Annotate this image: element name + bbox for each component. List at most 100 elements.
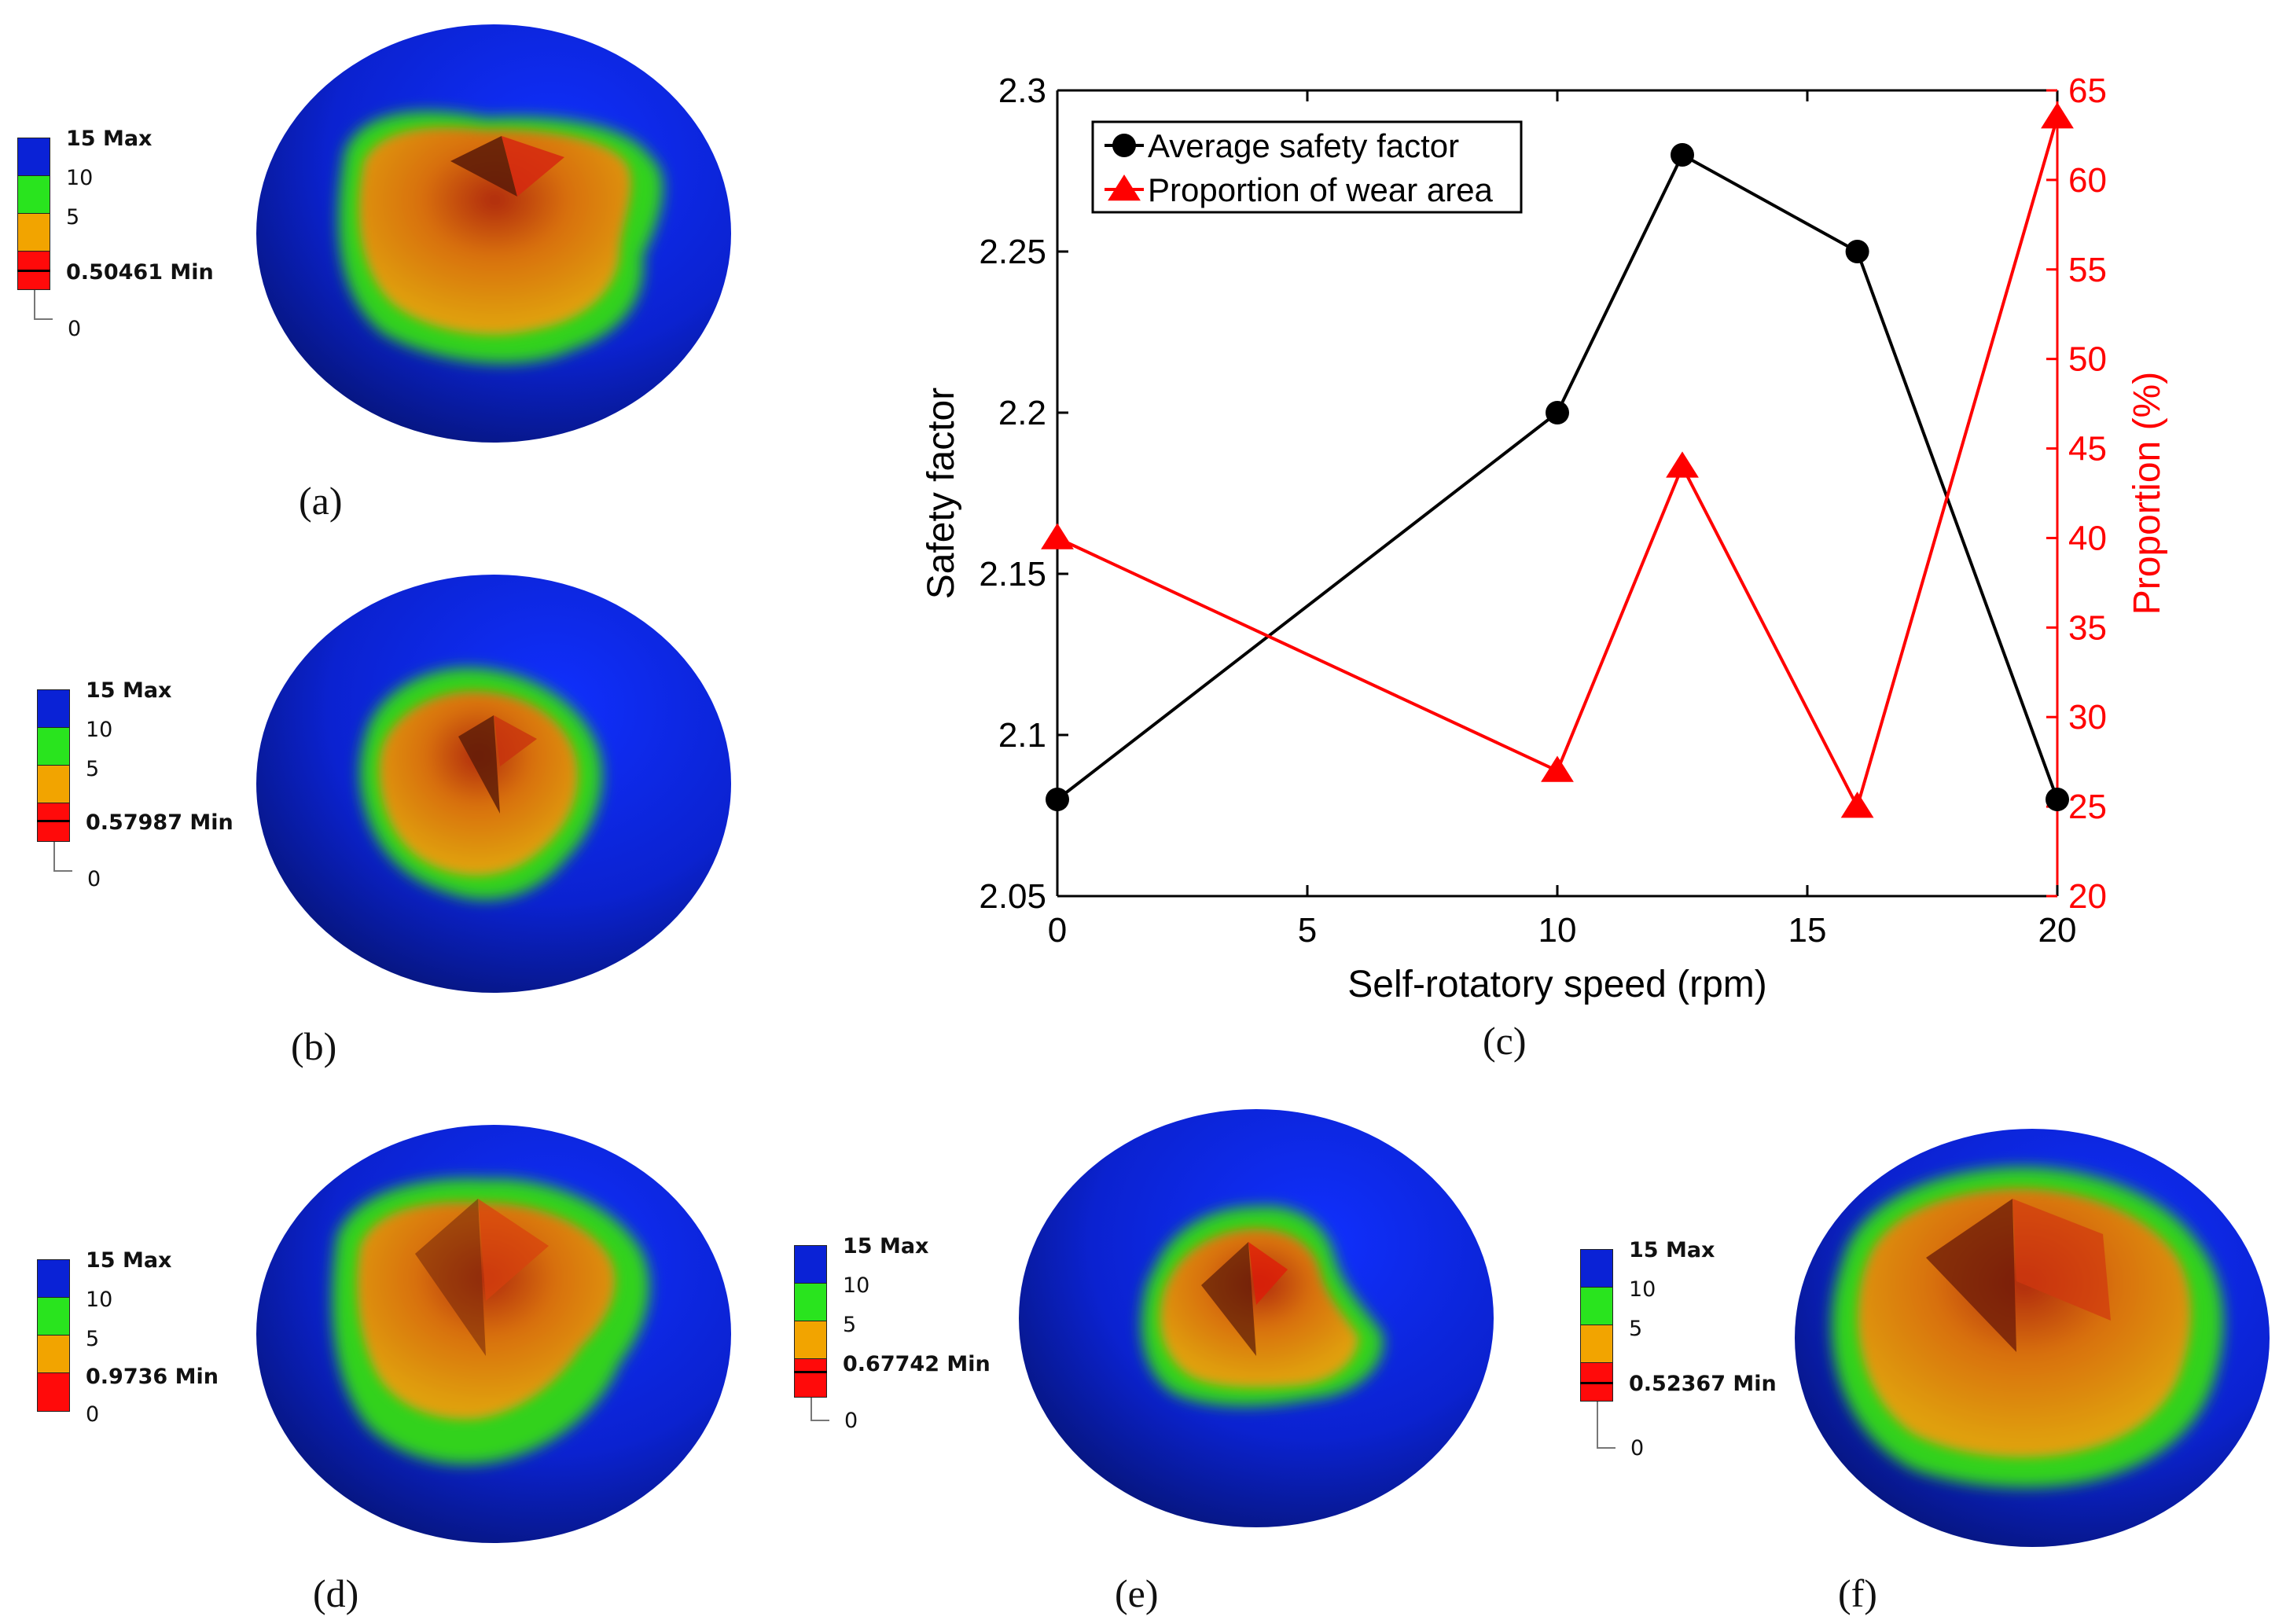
x-tick-label: 5	[1298, 911, 1317, 950]
data-point	[2046, 788, 2069, 811]
legend-marker	[1108, 175, 1141, 201]
legend-label: Average safety factor	[1148, 127, 1459, 164]
legend-min-line	[1580, 1382, 1613, 1384]
data-point	[1041, 523, 1074, 549]
legend-min-line	[17, 270, 50, 272]
data-point	[1845, 240, 1869, 263]
legend-tick-5: 5	[66, 205, 80, 230]
y-tick-label: 2.3	[998, 72, 1046, 110]
legend-b: 15 Max 10 5 0.57987 Min 0	[37, 680, 273, 892]
legend-band-green	[794, 1283, 827, 1322]
contour-plot-b	[256, 575, 731, 993]
y2-tick-label: 55	[2068, 251, 2107, 289]
caption-d: (d)	[313, 1571, 359, 1615]
legend-band-red	[794, 1358, 827, 1398]
data-point	[1546, 401, 1569, 424]
x-tick-label: 10	[1538, 911, 1577, 950]
legend-box	[1091, 120, 1523, 214]
legend-tick-10: 10	[843, 1273, 870, 1298]
y-tick-label: 2.05	[979, 877, 1046, 916]
legend-min-label: 0.57987 Min	[86, 810, 233, 835]
legend-band-orange	[37, 1335, 70, 1374]
legend-min-line	[794, 1371, 827, 1373]
legend-tick-0: 0	[1630, 1436, 1645, 1460]
legend-tick-10: 10	[86, 718, 113, 742]
y-tick-label: 2.1	[998, 716, 1046, 755]
y-tick-label: 2.15	[979, 555, 1046, 593]
legend-tick-5: 5	[843, 1313, 857, 1337]
y2-tick-label: 20	[2068, 877, 2107, 916]
legend-band-green	[17, 175, 50, 215]
legend-band-green	[37, 1297, 70, 1336]
y2-tick-label: 50	[2068, 340, 2107, 379]
legend-tick-0: 0	[68, 317, 82, 341]
legend-a: 15 Max 10 5 0.50461 Min 0	[17, 128, 253, 340]
data-point	[1541, 755, 1574, 782]
legend-f: 15 Max 10 5 0.52367 Min 0	[1580, 1238, 1816, 1459]
series-line	[1057, 116, 2059, 811]
legend-marker	[1112, 134, 1136, 157]
legend-bracket	[1597, 1402, 1615, 1449]
legend-min-label: 0.67742 Min	[843, 1352, 991, 1376]
legend-max-label: 15 Max	[66, 127, 153, 151]
legend-max-label: 15 Max	[86, 678, 172, 703]
legend-tick-0: 0	[844, 1409, 858, 1433]
legend-band-orange	[17, 213, 50, 252]
legend-band-blue	[37, 689, 70, 729]
legend-band-blue	[37, 1259, 70, 1299]
data-point	[1840, 792, 1874, 818]
y-axis-label: Safety factor	[921, 388, 962, 599]
y-tick-label: 2.25	[979, 233, 1046, 271]
caption-a: (a)	[299, 479, 343, 523]
y2-tick-label: 45	[2068, 430, 2107, 468]
y2-axis-label: Proportion (%)	[2126, 372, 2168, 615]
legend-max-label: 15 Max	[86, 1248, 172, 1273]
data-point	[1671, 143, 1694, 167]
legend-band-orange	[37, 765, 70, 804]
y2-tick-label: 65	[2068, 72, 2107, 110]
contour-plot-e	[1019, 1109, 1494, 1527]
legend-band-orange	[1580, 1325, 1613, 1364]
contour-plot-d	[256, 1125, 731, 1543]
series-line	[1056, 152, 2059, 801]
legend-max-label: 15 Max	[843, 1234, 929, 1258]
legend-min-label: 0.52367 Min	[1629, 1372, 1777, 1396]
data-point	[1666, 451, 1699, 478]
y2-tick-label: 35	[2068, 608, 2107, 647]
x-tick-label: 20	[2038, 911, 2077, 950]
legend-e: 15 Max 10 5 0.67742 Min 0	[794, 1236, 1030, 1448]
x-axis-label: Self-rotatory speed (rpm)	[1347, 964, 1767, 1005]
contour-plot-f	[1795, 1129, 2270, 1547]
y2-tick-label: 30	[2068, 698, 2107, 737]
legend-bracket	[53, 842, 72, 872]
legend-band-red	[37, 803, 70, 842]
legend-tick-10: 10	[86, 1288, 113, 1312]
legend-max-label: 15 Max	[1629, 1238, 1715, 1262]
legend-tick-5: 5	[86, 1327, 100, 1351]
caption-c: (c)	[1483, 1019, 1527, 1063]
legend-label: Proportion of wear area	[1148, 171, 1494, 208]
legend-band-red	[37, 1372, 70, 1412]
y2-tick-label: 40	[2068, 519, 2107, 557]
y2-tick-label: 25	[2068, 788, 2107, 826]
caption-b: (b)	[291, 1024, 337, 1068]
legend-tick-5: 5	[86, 757, 100, 781]
legend-bracket	[34, 290, 53, 320]
caption-e: (e)	[1115, 1571, 1159, 1615]
legend-band-blue	[17, 138, 50, 177]
legend-min-line	[37, 820, 70, 822]
legend-bracket	[811, 1398, 829, 1421]
legend-tick-0: 0	[86, 1402, 100, 1427]
legend-tick-10: 10	[66, 166, 94, 190]
x-tick-label: 15	[1788, 911, 1827, 950]
legend-band-blue	[794, 1245, 827, 1284]
y-tick-label: 2.2	[998, 394, 1046, 432]
data-point	[2041, 102, 2074, 129]
legend-min-label: 0.50461 Min	[66, 260, 214, 285]
legend-tick-10: 10	[1629, 1277, 1656, 1302]
caption-f: (f)	[1838, 1571, 1877, 1615]
legend-d: 15 Max 10 5 0.9736 Min 0	[37, 1250, 273, 1462]
legend-min-label: 0.9736 Min	[86, 1365, 219, 1389]
y2-tick-label: 60	[2068, 161, 2107, 200]
